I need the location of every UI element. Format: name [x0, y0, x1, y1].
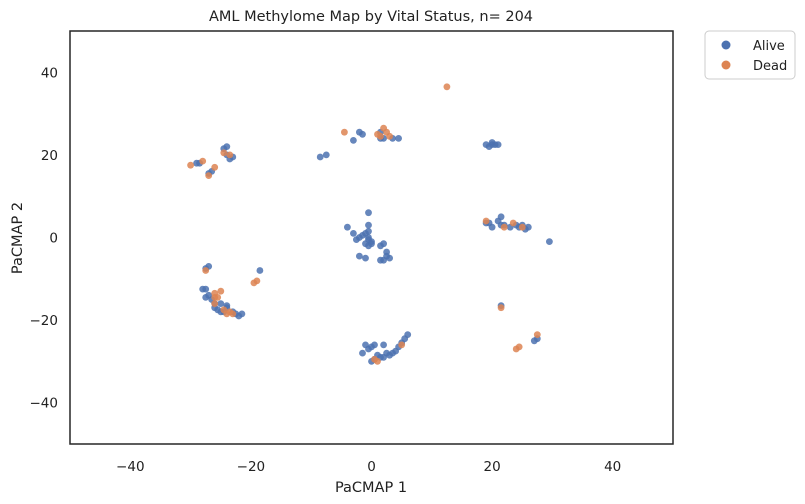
point-alive	[497, 213, 505, 221]
x-tick-label: 40	[604, 459, 621, 475]
point-dead	[386, 132, 393, 140]
point-dead	[211, 300, 219, 307]
chart-title: AML Methylome Map by Vital Status, n= 20…	[209, 9, 533, 25]
point-alive	[386, 254, 393, 262]
point-dead	[482, 217, 490, 225]
point-dead	[211, 163, 219, 171]
point-alive	[365, 221, 372, 229]
point-dead	[509, 219, 517, 227]
point-alive	[350, 137, 357, 144]
point-alive	[524, 223, 532, 231]
point-alive	[362, 254, 369, 262]
y-tick-label: −40	[30, 396, 59, 412]
point-dead	[220, 149, 228, 157]
point-dead	[187, 161, 195, 169]
point-alive	[380, 240, 387, 248]
point-alive	[202, 285, 210, 293]
point-dead	[518, 223, 526, 231]
x-tick-label: −20	[237, 459, 266, 475]
point-dead	[500, 223, 508, 231]
point-alive	[368, 240, 375, 248]
point-alive	[256, 267, 264, 274]
point-alive	[494, 141, 502, 149]
point-alive	[316, 153, 324, 161]
x-tick-label: 0	[367, 459, 376, 475]
point-dead	[374, 130, 381, 138]
point-dead	[217, 287, 225, 295]
point-alive	[383, 248, 390, 256]
legend-label-dead: Dead	[753, 59, 787, 74]
point-dead	[497, 304, 505, 312]
point-dead	[443, 83, 451, 91]
y-axis-ticks: −40 −20 0 20 40	[30, 65, 59, 411]
y-tick-label: 20	[41, 148, 58, 164]
point-alive	[356, 252, 363, 260]
point-alive	[546, 238, 553, 246]
point-alive	[223, 143, 231, 151]
point-dead	[253, 277, 261, 285]
point-alive	[344, 223, 351, 231]
point-alive	[238, 310, 246, 318]
y-axis-label: PaCMAP 2	[10, 202, 26, 274]
legend-label-alive: Alive	[753, 39, 785, 54]
point-alive	[217, 300, 225, 307]
x-tick-label: −40	[116, 459, 145, 475]
x-axis-label: PaCMAP 1	[335, 480, 407, 496]
point-alive	[488, 223, 496, 231]
point-dead	[371, 355, 378, 363]
point-alive	[322, 151, 330, 159]
point-alive	[359, 349, 366, 357]
point-alive	[371, 341, 378, 349]
point-dead	[205, 172, 213, 180]
x-tick-label: 20	[484, 459, 501, 475]
point-dead	[211, 294, 219, 301]
point-alive	[395, 135, 402, 142]
point-dead	[229, 310, 237, 318]
legend-marker-dead	[721, 60, 731, 70]
point-alive	[380, 341, 387, 349]
point-alive	[488, 141, 496, 149]
point-alive	[404, 331, 412, 338]
plot-frame	[69, 30, 674, 445]
legend: Alive Dead	[704, 30, 796, 80]
y-tick-label: 40	[41, 65, 58, 81]
point-dead	[226, 151, 234, 159]
point-alive	[202, 294, 210, 301]
point-dead	[199, 157, 207, 165]
point-dead	[515, 343, 523, 351]
points-layer	[187, 83, 553, 365]
x-axis-ticks: −40 −20 0 20 40	[116, 459, 621, 475]
point-alive	[350, 230, 357, 237]
legend-marker-alive	[721, 40, 731, 50]
point-dead	[398, 341, 406, 349]
point-alive	[359, 130, 366, 138]
y-tick-label: −20	[30, 313, 59, 329]
point-alive	[365, 227, 372, 235]
point-dead	[341, 128, 348, 136]
point-dead	[533, 331, 541, 338]
point-alive	[365, 209, 372, 217]
point-alive	[530, 337, 538, 345]
y-tick-label: 0	[49, 231, 58, 247]
point-dead	[202, 267, 210, 274]
